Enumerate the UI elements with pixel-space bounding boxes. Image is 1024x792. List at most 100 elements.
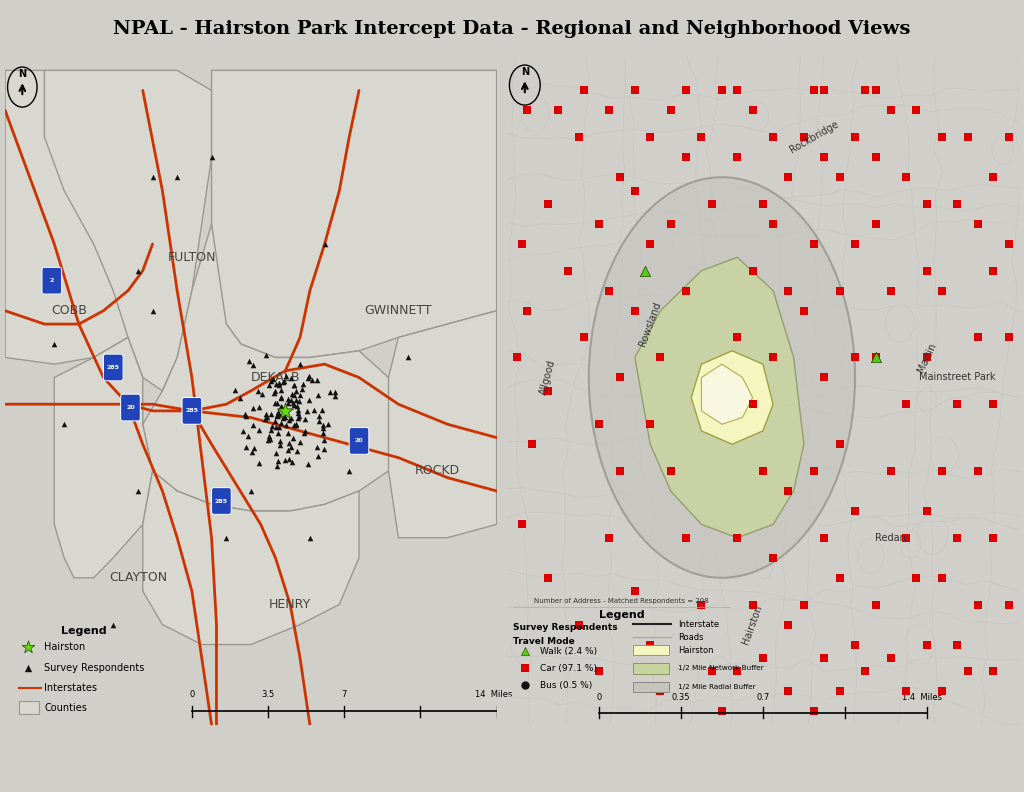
- Point: [257, 348, 273, 361]
- Point: [310, 414, 327, 427]
- Point: [744, 398, 761, 410]
- Point: [285, 432, 301, 444]
- Text: Walk (2.4 %): Walk (2.4 %): [541, 647, 598, 656]
- Point: [919, 638, 935, 651]
- Text: 0: 0: [189, 691, 195, 699]
- Point: [275, 403, 292, 416]
- Text: Interstate: Interstate: [678, 619, 719, 629]
- Polygon shape: [142, 471, 359, 645]
- Point: [245, 402, 261, 414]
- Point: [514, 238, 530, 250]
- Point: [919, 351, 935, 364]
- Point: [284, 387, 300, 400]
- Point: [300, 457, 316, 470]
- Point: [816, 371, 833, 384]
- Point: [296, 427, 312, 440]
- Point: [796, 131, 812, 143]
- Text: HENRY: HENRY: [269, 598, 311, 611]
- Point: [258, 411, 274, 424]
- Point: [244, 446, 260, 459]
- Point: [258, 408, 274, 421]
- Point: [985, 265, 1001, 277]
- Point: [294, 378, 310, 390]
- Point: [298, 405, 314, 417]
- Point: [311, 409, 328, 422]
- Point: [652, 685, 669, 698]
- Point: [269, 406, 286, 418]
- Text: Car (97.1 %): Car (97.1 %): [541, 664, 597, 673]
- Point: [292, 357, 308, 370]
- Point: [663, 104, 679, 116]
- Point: [601, 284, 617, 297]
- Point: [540, 197, 556, 210]
- Point: [780, 284, 797, 297]
- Point: [241, 354, 257, 367]
- Point: [275, 411, 292, 424]
- Point: [250, 385, 266, 398]
- Text: Hairston: Hairston: [741, 604, 764, 645]
- Point: [341, 465, 357, 478]
- Point: [831, 171, 848, 184]
- Point: [226, 384, 243, 397]
- Point: [287, 389, 303, 402]
- Point: [273, 399, 290, 412]
- Polygon shape: [44, 70, 212, 391]
- Point: [867, 351, 884, 364]
- Point: [970, 218, 986, 230]
- Point: [949, 197, 966, 210]
- Point: [234, 425, 251, 437]
- Point: [744, 265, 761, 277]
- Point: [283, 440, 299, 453]
- Point: [831, 438, 848, 451]
- Point: [883, 465, 899, 478]
- Point: [514, 518, 530, 531]
- Point: [519, 104, 536, 116]
- Point: [46, 337, 62, 350]
- Point: [970, 598, 986, 611]
- Point: [627, 304, 643, 317]
- Point: [744, 104, 761, 116]
- Text: 285: 285: [215, 498, 228, 504]
- Point: [272, 392, 289, 405]
- Point: [267, 414, 284, 427]
- Point: [1000, 331, 1017, 344]
- Text: COBB: COBB: [51, 304, 87, 318]
- Point: [796, 304, 812, 317]
- Point: [264, 420, 281, 432]
- Text: Bus (0.5 %): Bus (0.5 %): [541, 681, 593, 690]
- Point: [292, 389, 308, 402]
- Point: [516, 679, 532, 692]
- Point: [934, 572, 950, 584]
- Point: [276, 410, 293, 423]
- Point: [290, 412, 306, 425]
- Point: [898, 531, 914, 544]
- Point: [729, 531, 745, 544]
- Point: [276, 375, 293, 388]
- Point: [867, 351, 884, 364]
- Ellipse shape: [589, 177, 855, 578]
- Point: [847, 505, 863, 517]
- Point: [693, 598, 710, 611]
- Point: [524, 438, 541, 451]
- Point: [919, 505, 935, 517]
- Text: Travel Mode: Travel Mode: [513, 637, 575, 646]
- Point: [867, 84, 884, 97]
- Point: [315, 443, 332, 455]
- Point: [283, 371, 299, 384]
- Point: [257, 413, 273, 425]
- Text: 20: 20: [354, 439, 364, 444]
- Point: [949, 638, 966, 651]
- Text: Survey Respondents: Survey Respondents: [513, 623, 618, 632]
- Point: [280, 427, 296, 440]
- Polygon shape: [5, 70, 153, 364]
- Point: [264, 373, 281, 386]
- Point: [300, 370, 316, 383]
- Point: [280, 393, 296, 406]
- Point: [519, 304, 536, 317]
- Text: 1/2 Mile Network Buffer: 1/2 Mile Network Buffer: [678, 665, 764, 672]
- Text: 7: 7: [342, 691, 347, 699]
- Point: [315, 419, 332, 432]
- Point: [847, 638, 863, 651]
- Point: [291, 409, 307, 422]
- Point: [765, 131, 781, 143]
